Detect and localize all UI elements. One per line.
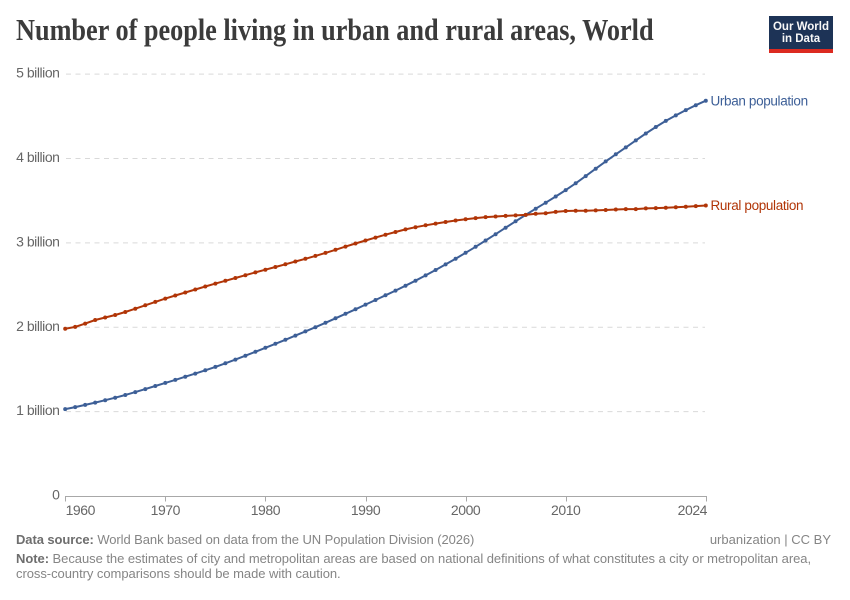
svg-text:1980: 1980 <box>251 502 281 518</box>
svg-text:2024: 2024 <box>678 502 708 518</box>
svg-text:2 billion: 2 billion <box>16 318 59 334</box>
svg-text:Rural population: Rural population <box>711 198 804 213</box>
svg-text:1 billion: 1 billion <box>16 402 59 418</box>
svg-text:1990: 1990 <box>351 502 381 518</box>
svg-text:1960: 1960 <box>66 502 96 518</box>
svg-text:1970: 1970 <box>151 502 181 518</box>
svg-text:5 billion: 5 billion <box>16 65 59 81</box>
svg-text:4 billion: 4 billion <box>16 149 59 165</box>
svg-text:3 billion: 3 billion <box>16 234 59 250</box>
svg-text:2010: 2010 <box>551 502 581 518</box>
svg-text:0: 0 <box>52 487 60 503</box>
svg-text:Urban population: Urban population <box>711 94 808 109</box>
svg-text:2000: 2000 <box>451 502 481 518</box>
